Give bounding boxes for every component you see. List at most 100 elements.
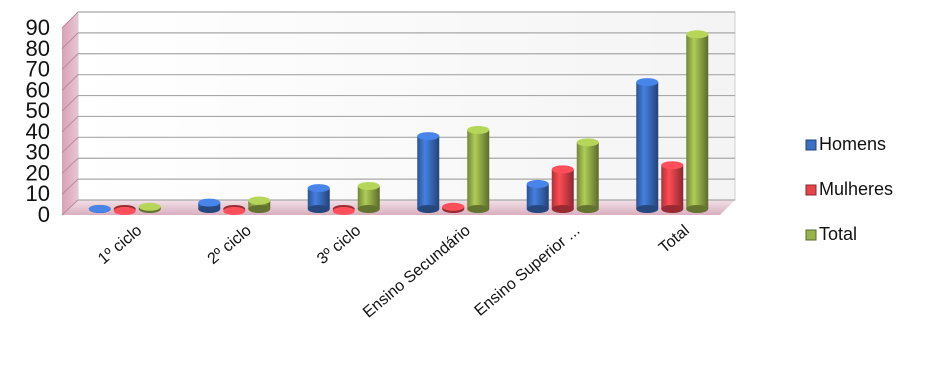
y-tick-label: 20 xyxy=(26,160,50,185)
bar-total-5 xyxy=(686,30,709,213)
x-tick-label: Total xyxy=(656,222,693,257)
floor xyxy=(62,200,735,215)
gridline-side xyxy=(61,199,79,216)
gridline-side xyxy=(61,178,79,195)
gridline-side xyxy=(61,116,79,133)
bar-top xyxy=(138,202,161,211)
legend-item-homens: Homens xyxy=(805,134,886,154)
bar-body xyxy=(576,142,599,209)
bar-total-4 xyxy=(576,138,599,213)
bar-top xyxy=(357,181,380,190)
bar-base xyxy=(467,205,490,213)
legend-swatch xyxy=(805,229,817,241)
bar-base xyxy=(686,205,709,213)
bar-homens-4 xyxy=(526,179,549,213)
y-tick-label: 70 xyxy=(26,57,50,82)
bar-base xyxy=(551,205,574,213)
bar-homens-2 xyxy=(307,184,330,213)
bar-total-3 xyxy=(467,125,490,213)
bar-base xyxy=(661,205,684,213)
bar-top xyxy=(307,184,330,193)
legend-swatch xyxy=(805,184,817,196)
bar-body xyxy=(248,200,271,209)
bar-top xyxy=(113,206,136,215)
legend-label: Total xyxy=(819,224,857,244)
legend-label: Mulheres xyxy=(819,179,893,199)
gridline-side xyxy=(61,32,79,50)
bar-top xyxy=(467,125,490,134)
y-tick-label: 10 xyxy=(26,181,50,206)
y-tick-label: 80 xyxy=(26,36,50,61)
x-tick-label: Ensino Superior ... xyxy=(472,222,584,320)
bar-body xyxy=(526,183,549,209)
bar-top xyxy=(661,161,684,170)
bar-homens-1 xyxy=(198,198,221,213)
bar-body xyxy=(686,34,709,209)
y-tick-label: 50 xyxy=(26,98,50,123)
bar-base xyxy=(526,205,549,213)
bar-mulheres-1 xyxy=(223,205,246,215)
bar-homens-3 xyxy=(417,132,440,213)
bar-body xyxy=(357,185,380,209)
bar-mulheres-3 xyxy=(442,202,465,213)
bar-mulheres-0 xyxy=(113,205,136,215)
gridline-side xyxy=(61,74,79,91)
bar-base xyxy=(417,205,440,213)
bar-body xyxy=(636,82,659,209)
plot-area xyxy=(61,11,736,216)
bar-top xyxy=(576,138,599,147)
bar-base xyxy=(307,205,330,213)
bar-base xyxy=(357,205,380,213)
bar-mulheres-4 xyxy=(551,165,574,213)
bar-top xyxy=(223,206,246,215)
bar-total-2 xyxy=(357,181,380,213)
y-tick-label: 90 xyxy=(26,15,50,40)
legend-item-mulheres: Mulheres xyxy=(805,179,893,199)
bar-top xyxy=(248,196,271,205)
y-tick-label: 0 xyxy=(38,202,50,227)
bar-top xyxy=(198,198,221,207)
gridline-side xyxy=(61,11,79,29)
bar-base xyxy=(198,205,221,213)
bar-base xyxy=(636,205,659,213)
bar-body xyxy=(551,169,574,209)
bar-top xyxy=(88,204,111,213)
bar-body xyxy=(661,165,684,209)
bar-base xyxy=(248,205,271,213)
x-tick-label: 3º ciclo xyxy=(314,222,364,268)
bar-body xyxy=(307,188,330,209)
x-tick-label: Ensino Secundário xyxy=(360,222,474,321)
bar-total-0 xyxy=(138,202,161,213)
bar-homens-5 xyxy=(636,78,659,213)
y-tick-label: 60 xyxy=(26,77,50,102)
bar-top xyxy=(417,132,440,141)
gridlines xyxy=(61,11,735,216)
x-tick-label: 2º ciclo xyxy=(205,222,255,268)
bars xyxy=(88,30,709,215)
bar-top xyxy=(636,78,659,87)
bar-top xyxy=(332,206,355,215)
bar-top xyxy=(442,202,465,211)
side-wall xyxy=(62,12,78,215)
y-tick-label: 40 xyxy=(26,119,50,144)
gridline-side xyxy=(61,95,79,112)
bar-mulheres-2 xyxy=(332,205,355,215)
bar-mulheres-5 xyxy=(661,161,684,213)
bar-total-1 xyxy=(248,196,271,213)
legend: Homens Mulheres Total xyxy=(805,134,893,244)
gridline-side xyxy=(61,157,79,174)
bar-top xyxy=(526,179,549,188)
bar-top xyxy=(686,30,709,39)
gridline-side xyxy=(61,53,79,70)
x-tick-label: 1º ciclo xyxy=(95,222,145,268)
legend-label: Homens xyxy=(819,134,886,154)
y-tick-label: 30 xyxy=(26,140,50,165)
legend-swatch xyxy=(805,139,817,151)
bar-base xyxy=(576,205,599,213)
legend-item-total: Total xyxy=(805,224,857,244)
bar-body xyxy=(467,129,490,209)
bar-top xyxy=(551,165,574,174)
